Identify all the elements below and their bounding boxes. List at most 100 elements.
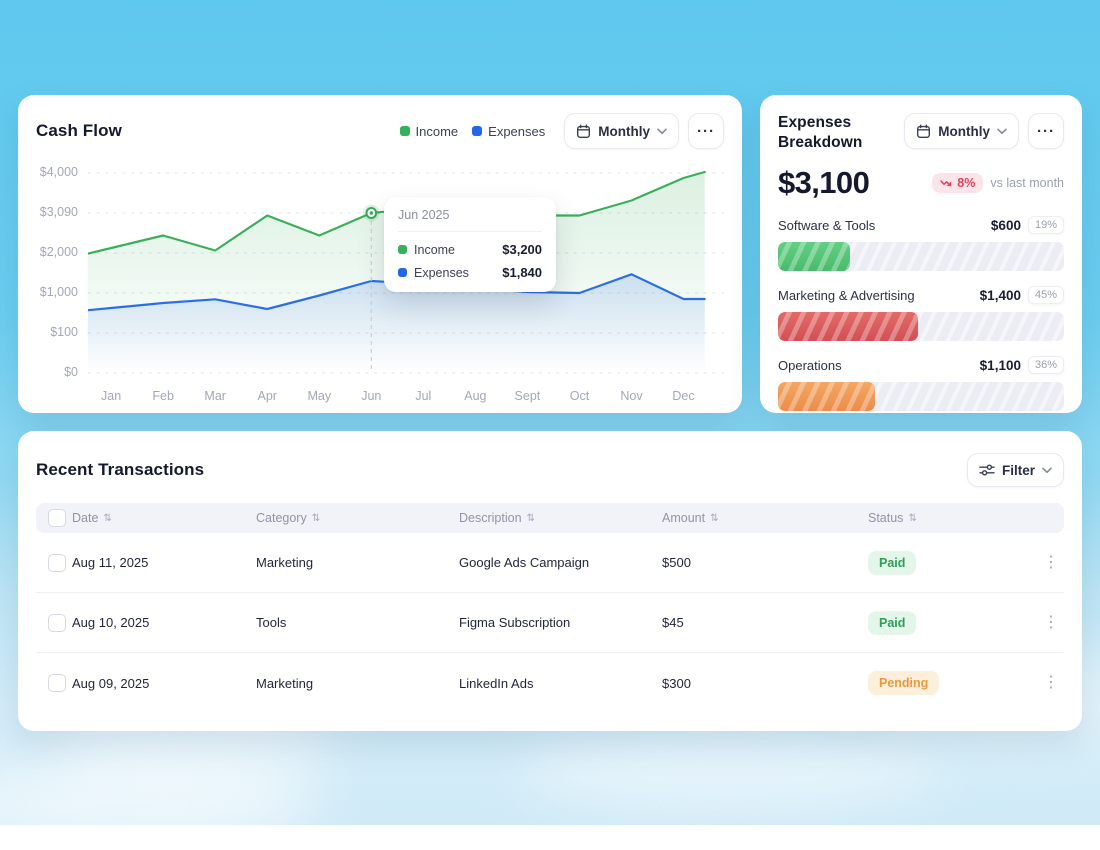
expense-category-percent: 19% — [1028, 216, 1064, 234]
calendar-icon — [576, 124, 591, 139]
y-tick-label: $2,000 — [40, 245, 78, 259]
more-icon: ··· — [697, 123, 715, 140]
x-tick-label: Apr — [258, 389, 277, 403]
legend-label: Income — [416, 124, 459, 139]
tooltip-series-label: Income — [414, 243, 455, 257]
y-tick-label: $4,000 — [40, 165, 78, 179]
expenses-period-dropdown[interactable]: Monthly — [904, 113, 1019, 149]
tooltip-title: Jun 2025 — [398, 208, 542, 222]
expense-bar-fill — [778, 242, 850, 271]
cell-status: Paid — [868, 611, 1038, 635]
filter-sliders-icon — [979, 463, 995, 477]
cell-description: Google Ads Campaign — [459, 555, 662, 570]
column-header-amount[interactable]: Amount⇅ — [662, 511, 868, 525]
y-tick-label: $1,000 — [40, 285, 78, 299]
chevron-down-icon — [1042, 467, 1052, 474]
expenses-breakdown-title: Expenses Breakdown — [778, 113, 888, 153]
more-icon: ··· — [1037, 123, 1055, 140]
expense-category-values: $600 19% — [991, 216, 1064, 234]
cloud-decoration — [0, 760, 320, 850]
cash-flow-period-dropdown[interactable]: Monthly — [564, 113, 679, 149]
legend-label: Expenses — [488, 124, 545, 139]
chevron-down-icon — [997, 128, 1007, 135]
expense-bar-fill — [778, 312, 918, 341]
cell-amount: $500 — [662, 555, 868, 570]
cell-status: Pending — [868, 671, 1038, 695]
expense-category-amount: $600 — [991, 218, 1021, 233]
cash-flow-more-button[interactable]: ··· — [688, 113, 724, 149]
cell-category: Tools — [256, 615, 459, 630]
x-tick-label: Nov — [620, 389, 642, 403]
column-header-date[interactable]: Date ⇅ — [72, 511, 256, 525]
cell-date: Aug 10, 2025 — [72, 615, 256, 630]
x-tick-label: Oct — [570, 389, 589, 403]
x-tick-label: May — [307, 389, 331, 403]
row-menu-button[interactable]: ⋮ — [1039, 551, 1063, 575]
cell-category: Marketing — [256, 555, 459, 570]
tooltip-series-value: $1,840 — [502, 265, 542, 280]
sort-icon: ⇅ — [908, 513, 916, 524]
filter-button[interactable]: Filter — [967, 453, 1064, 487]
x-tick-label: Jul — [415, 389, 431, 403]
tooltip-swatch — [398, 268, 407, 277]
expenses-more-button[interactable]: ··· — [1028, 113, 1064, 149]
column-header-description[interactable]: Description⇅ — [459, 511, 662, 525]
select-all-checkbox[interactable] — [48, 509, 66, 527]
filter-label: Filter — [1002, 463, 1035, 478]
expense-bar-track — [778, 242, 1064, 271]
chart-legend: Income Expenses — [400, 124, 546, 139]
cloud-decoration — [520, 730, 940, 810]
expense-category-amount: $1,400 — [980, 288, 1021, 303]
x-tick-label: Aug — [464, 389, 486, 403]
expense-category-amount: $1,100 — [980, 358, 1021, 373]
status-badge: Paid — [868, 551, 916, 575]
y-tick-label: $3,090 — [40, 205, 78, 219]
sort-icon: ⇅ — [312, 513, 320, 524]
cell-amount: $45 — [662, 615, 868, 630]
legend-item-expenses[interactable]: Expenses — [472, 124, 545, 139]
x-tick-label: Jan — [101, 389, 121, 403]
row-checkbox[interactable] — [48, 554, 66, 572]
column-header-label: Date — [72, 511, 98, 525]
expense-category: Software & Tools $600 19% — [778, 216, 1064, 271]
change-caption: vs last month — [990, 176, 1064, 190]
row-checkbox[interactable] — [48, 674, 66, 692]
x-tick-label: Dec — [672, 389, 694, 403]
status-badge: Paid — [868, 611, 916, 635]
row-menu-button[interactable]: ⋮ — [1039, 611, 1063, 635]
column-header-category[interactable]: Category⇅ — [256, 511, 459, 525]
expense-category-label: Marketing & Advertising — [778, 288, 915, 303]
expenses-total: $3,100 — [778, 165, 869, 201]
recent-transactions-card: Recent Transactions Filter Date⇅Category… — [18, 431, 1082, 731]
sort-icon: ⇅ — [710, 513, 718, 524]
y-tick-label: $0 — [64, 365, 78, 379]
tooltip-series-label: Expenses — [414, 266, 469, 280]
x-tick-label: Feb — [152, 389, 174, 403]
cash-flow-period-label: Monthly — [598, 124, 650, 139]
expenses-breakdown-card: Expenses Breakdown Monthly ··· $3,100 8% — [760, 95, 1082, 413]
row-menu-button[interactable]: ⋮ — [1039, 671, 1063, 695]
row-checkbox[interactable] — [48, 614, 66, 632]
x-tick-label: Sept — [515, 389, 541, 403]
tooltip-swatch — [398, 245, 407, 254]
expense-category-percent: 36% — [1028, 356, 1064, 374]
expense-category-label: Software & Tools — [778, 218, 875, 233]
legend-swatch — [472, 126, 482, 136]
trend-down-icon — [940, 179, 952, 187]
legend-item-income[interactable]: Income — [400, 124, 459, 139]
column-header-status[interactable]: Status⇅ — [868, 511, 1038, 525]
sort-icon: ⇅ — [103, 513, 111, 524]
x-tick-label: Mar — [204, 389, 226, 403]
cell-date: Aug 11, 2025 — [72, 555, 256, 570]
